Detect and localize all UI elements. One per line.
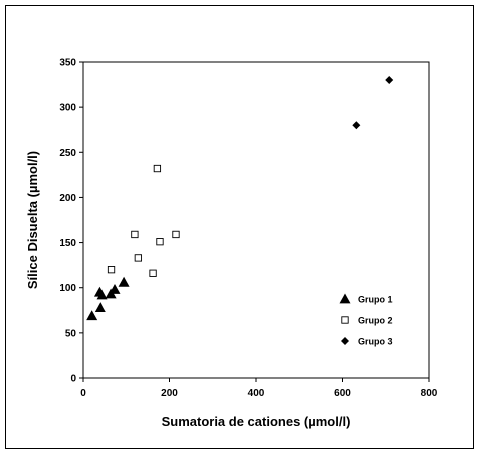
data-point-series-2 xyxy=(156,238,164,246)
data-point-series-2 xyxy=(149,269,157,277)
data-point-series-3 xyxy=(385,76,394,85)
x-axis-ticks: 0 200 400 600 800 xyxy=(80,378,438,399)
data-point-series-2 xyxy=(131,230,139,239)
legend-marker-series-1 xyxy=(339,293,351,304)
y-axis-ticks: 0 50 100 150 200 250 300 350 xyxy=(59,58,83,385)
y-tick-label: 250 xyxy=(59,148,76,159)
y-tick-label: 100 xyxy=(59,283,76,294)
chart-frame: 0 50 100 150 200 250 300 350 0 200 400 600 800 Suma… xyxy=(5,5,474,449)
data-point-series-1 xyxy=(109,284,121,294)
data-point-series-3 xyxy=(352,121,361,130)
data-point-series-2 xyxy=(172,230,180,239)
x-tick-label: 200 xyxy=(161,388,178,399)
x-tick-label: 0 xyxy=(80,388,86,399)
x-axis-label: Sumatoria de cationes (µmol/l) xyxy=(162,414,351,429)
x-tick-label: 800 xyxy=(421,388,438,399)
y-tick-label: 0 xyxy=(70,374,76,385)
legend: Grupo 1 Grupo 2 Grupo 3 xyxy=(339,293,393,347)
data-points xyxy=(86,76,394,321)
legend-label: Grupo 3 xyxy=(358,337,393,347)
y-tick-label: 50 xyxy=(65,328,77,339)
data-point-series-2 xyxy=(153,164,162,173)
y-tick-label: 350 xyxy=(59,58,76,69)
y-tick-label: 150 xyxy=(59,238,76,249)
data-point-series-2 xyxy=(107,266,116,274)
plot-area xyxy=(82,61,430,379)
y-axis-label: Sílice Disuelta (µmol/l) xyxy=(25,151,40,289)
legend-label: Grupo 1 xyxy=(358,295,393,305)
legend-marker-series-2 xyxy=(341,316,349,324)
data-point-series-1 xyxy=(86,310,98,321)
data-point-series-1 xyxy=(94,302,106,312)
x-tick-label: 400 xyxy=(248,388,265,399)
x-tick-label: 600 xyxy=(334,388,351,399)
y-tick-label: 300 xyxy=(59,103,76,114)
scatter-chart: 0 50 100 150 200 250 300 350 0 200 400 600 800 Suma… xyxy=(25,58,438,430)
legend-label: Grupo 2 xyxy=(358,316,393,326)
legend-marker-series-3 xyxy=(341,337,349,345)
data-point-series-1 xyxy=(118,276,130,287)
y-tick-label: 200 xyxy=(59,193,76,204)
data-point-series-2 xyxy=(134,254,143,262)
data-point-series-1 xyxy=(96,289,108,300)
